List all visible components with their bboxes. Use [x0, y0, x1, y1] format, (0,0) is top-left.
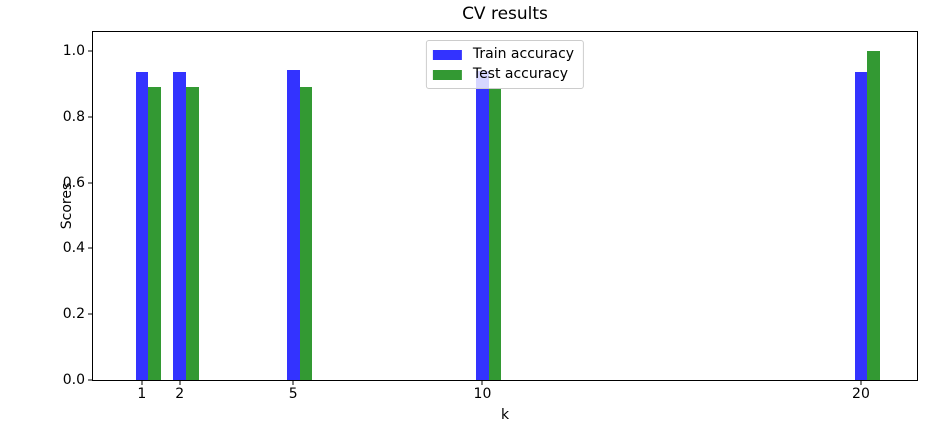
y-tick-mark [88, 50, 92, 52]
legend-item-train: Train accuracy [432, 46, 575, 63]
y-tick-mark [88, 116, 92, 118]
y-tick-label: 0.6 [62, 174, 85, 191]
bar-train-k10 [476, 71, 489, 380]
bar-train-k5 [286, 70, 300, 380]
bar-train-k2 [173, 72, 186, 380]
y-tick-mark [88, 182, 92, 184]
y-tick-label: 0.8 [62, 108, 85, 125]
chart-title: CV results [462, 4, 548, 24]
x-axis-label: k [500, 407, 510, 423]
bar-test-k20 [867, 51, 880, 380]
legend-item-test: Test accuracy [432, 66, 574, 83]
x-tick-label: 5 [288, 386, 298, 402]
x-tick-mark [179, 381, 181, 385]
bar-train-k1 [135, 72, 149, 380]
y-tick-label: 0.0 [62, 372, 85, 388]
y-tick-label: 0.2 [62, 306, 85, 323]
x-tick-mark [860, 381, 862, 385]
y-tick-mark [88, 379, 92, 381]
legend-label-train: Train accuracy [472, 46, 575, 62]
x-tick-label: 10 [473, 386, 492, 402]
y-tick-mark [88, 313, 92, 315]
bar-test-k10 [488, 87, 502, 380]
x-tick-label: 2 [175, 386, 185, 402]
x-tick-mark [481, 381, 483, 385]
train-accuracy-swatch-icon [432, 49, 462, 60]
x-tick-mark [141, 381, 143, 385]
bar-test-k2 [185, 87, 199, 380]
plot-area: Train accuracy Test accuracy 0.0 0.2 0.4 0.… [63, 31, 918, 402]
legend: Train accuracy Test accuracy [425, 40, 585, 89]
legend-label-test: Test accuracy [472, 66, 569, 82]
bar-test-k5 [299, 87, 313, 380]
bar-test-k1 [148, 87, 161, 380]
x-tick-mark [292, 381, 294, 385]
bar-train-k20 [854, 71, 868, 380]
x-tick-label: 1 [137, 386, 147, 402]
x-tick-label: 20 [852, 386, 870, 402]
test-accuracy-swatch-icon [432, 69, 462, 80]
y-tick-mark [88, 247, 92, 249]
y-tick-label: 1.0 [62, 43, 85, 60]
y-tick-label: 0.4 [62, 240, 85, 257]
